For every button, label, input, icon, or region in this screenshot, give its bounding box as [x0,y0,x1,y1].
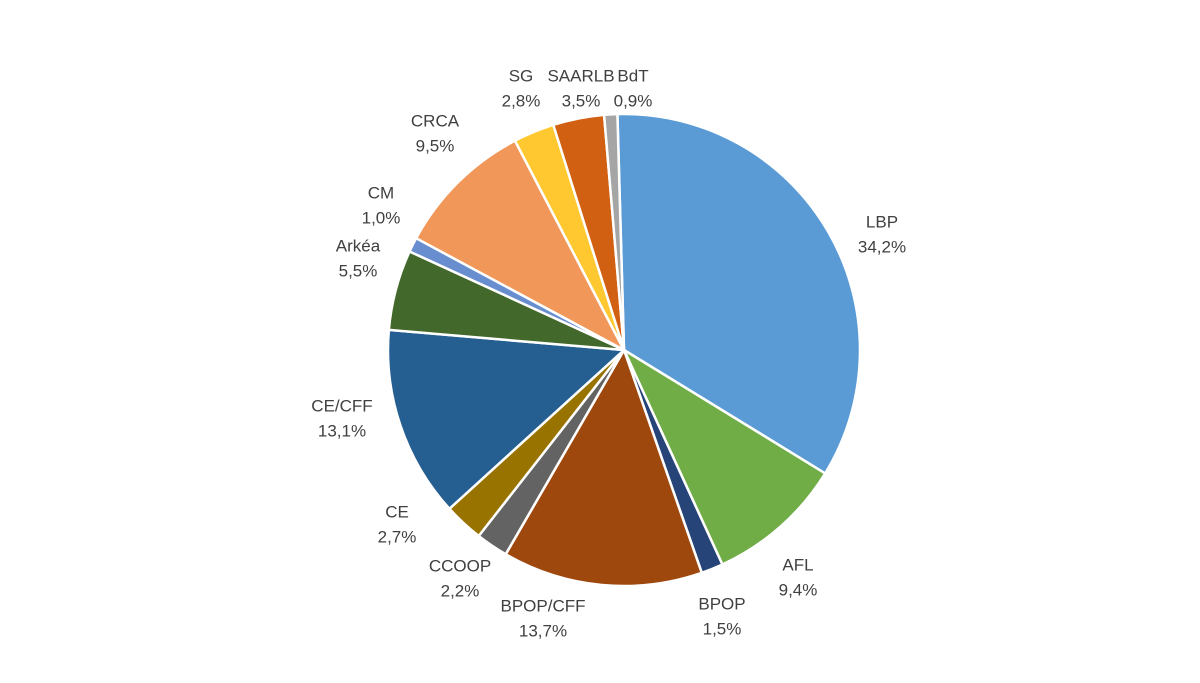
slice-label-ce: CE [385,503,409,522]
slice-value-crca: 9,5% [416,137,455,156]
slice-value-bdt: 0,9% [614,92,653,111]
slice-value-saarlb: 3,5% [562,92,601,111]
slice-value-bpop-cff: 13,7% [519,622,567,641]
slice-value-ce: 2,7% [378,528,417,547]
slice-afl [622,348,827,566]
slice-label-bpop-cff: BPOP/CFF [500,597,585,616]
slice-ce-cff [386,328,626,511]
slice-value-sg: 2,8% [502,92,541,111]
slices-layer [386,112,862,588]
slice-value-ccoop: 2,2% [441,582,480,601]
slice-value-bpop: 1,5% [703,620,742,639]
slice-label-bpop: BPOP [698,595,745,614]
slice-label-bdt: BdT [617,67,648,86]
slice-value-ce-cff: 13,1% [318,422,366,441]
slice-value-lbp: 34,2% [858,238,906,257]
slice-bdt [602,112,626,352]
slice-label-arkea: Arkéa [336,237,381,256]
slice-label-lbp: LBP [866,213,898,232]
labels-layer: LBP 34,2% AFL 9,4% BPOP 1,5% BPOP/CFF 13,7% CCOO… [311,67,906,641]
slice-label-afl: AFL [782,556,813,575]
slice-label-cm: CM [368,184,394,203]
slice-lbp [616,112,862,475]
slice-label-ccoop: CCOOP [429,557,491,576]
slice-label-saarlb: SAARLB [547,67,614,86]
slice-label-crca: CRCA [411,112,460,131]
slice-value-cm: 1,0% [362,209,401,228]
slice-crca [414,139,626,352]
slice-value-arkea: 5,5% [339,262,378,281]
slice-label-ce-cff: CE/CFF [311,397,372,416]
slice-value-afl: 9,4% [779,581,818,600]
slice-label-sg: SG [509,67,534,86]
slice-bpop-cff [504,348,704,588]
